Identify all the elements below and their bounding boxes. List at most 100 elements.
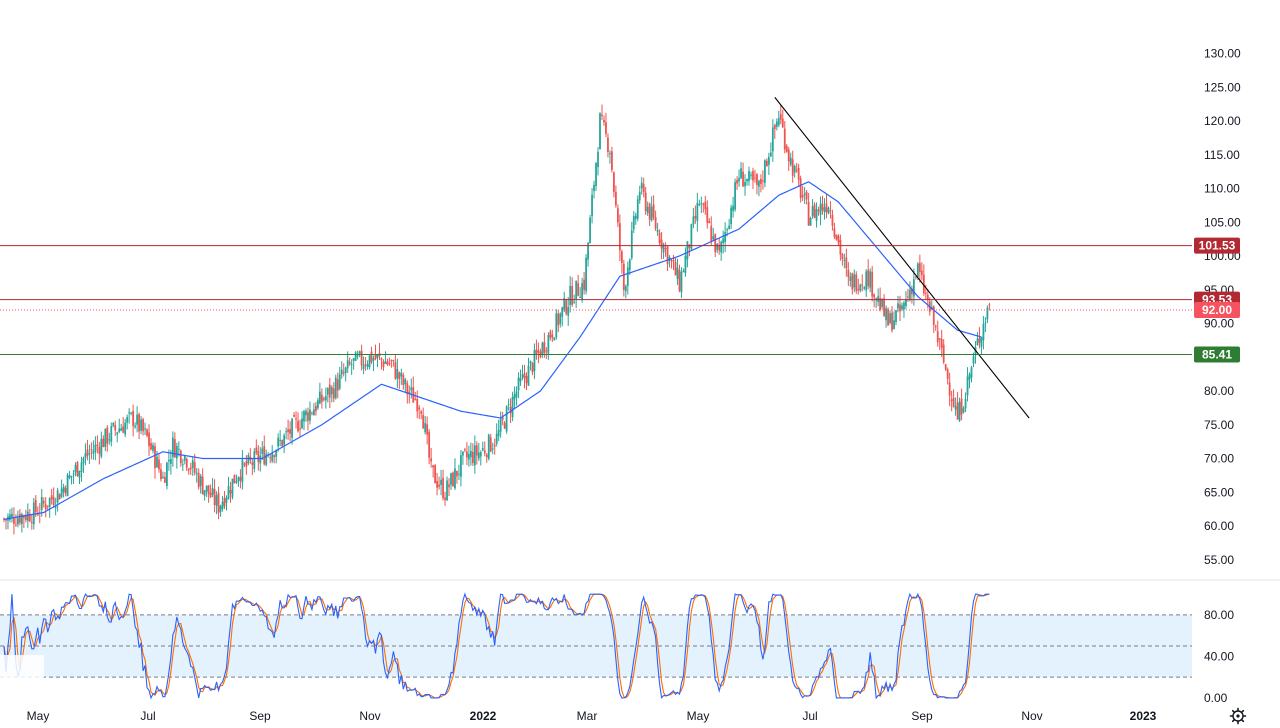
candle-body <box>682 270 685 273</box>
candle-body <box>537 350 540 353</box>
candle-body <box>585 257 587 292</box>
candle-body <box>128 412 131 414</box>
candle-body <box>940 338 943 348</box>
candle-body <box>666 246 669 265</box>
candle-body <box>698 204 701 206</box>
candle-body <box>418 407 421 410</box>
candle-body <box>859 284 862 291</box>
candle-body <box>160 469 162 480</box>
candle-body <box>189 467 192 470</box>
candle-body <box>320 394 323 402</box>
candle-body <box>607 137 609 152</box>
candle-body <box>243 463 246 465</box>
trend-line[interactable] <box>774 97 1030 419</box>
y-tick-label: 110.00 <box>1204 182 1240 196</box>
candle-body <box>5 519 7 521</box>
candle-body <box>968 374 971 380</box>
candle-body <box>549 331 552 338</box>
candle-body <box>573 301 576 303</box>
candle-body <box>62 486 65 493</box>
candle-body <box>986 307 989 320</box>
candle-body <box>289 429 291 434</box>
panel-overlay-tab[interactable] <box>0 655 44 695</box>
candle-body <box>982 323 985 341</box>
candle-body <box>787 149 790 162</box>
candle-body <box>162 476 164 478</box>
candle-body <box>366 364 369 367</box>
candle-body <box>678 269 681 291</box>
candle-body <box>68 475 71 479</box>
candle-body <box>517 377 520 391</box>
candle-body <box>795 169 798 171</box>
candle-body <box>334 377 337 399</box>
candle-body <box>100 438 103 457</box>
candle-body <box>640 182 643 189</box>
candle-body <box>696 202 699 222</box>
candle-body <box>167 459 170 462</box>
candle-body <box>656 229 659 233</box>
y-tick-label: 125.00 <box>1204 80 1241 94</box>
candle-body <box>857 288 860 291</box>
candle-body <box>285 431 288 433</box>
candle-body <box>154 446 156 469</box>
candle-body <box>613 172 615 193</box>
candle-body <box>650 206 653 221</box>
candle-body <box>905 298 907 306</box>
y-tick-label: 120.00 <box>1204 114 1241 128</box>
candle-body <box>609 153 611 155</box>
candle-body <box>169 458 172 464</box>
candle-body <box>225 497 228 503</box>
candle-body <box>797 168 800 180</box>
candle-body <box>477 452 480 459</box>
settings-icon[interactable] <box>1229 707 1247 725</box>
candle-body <box>674 261 677 276</box>
candle-body <box>932 306 935 325</box>
candle-body <box>922 274 925 294</box>
stochastic-panel[interactable] <box>0 592 1192 700</box>
candle-body <box>501 416 504 420</box>
candle-body <box>485 454 488 458</box>
candle-body <box>847 269 850 278</box>
candle-body <box>193 462 196 473</box>
candle-body <box>322 398 325 400</box>
candle-body <box>901 305 903 310</box>
candle-body <box>432 465 435 468</box>
candle-body <box>483 450 486 454</box>
y-tick-label: 130.00 <box>1204 47 1241 61</box>
candle-body <box>636 199 639 219</box>
candle-body <box>841 254 844 260</box>
candle-body <box>954 406 957 410</box>
candle-body <box>767 156 770 165</box>
candle-body <box>595 163 597 187</box>
candle-body <box>358 351 361 354</box>
candle-body <box>628 259 631 271</box>
candle-body <box>183 455 186 461</box>
x-tick-label: 2023 <box>1130 709 1157 723</box>
candle-body <box>867 269 870 287</box>
candle-body <box>879 298 882 310</box>
candles[interactable] <box>3 104 991 535</box>
candle-body <box>434 465 437 484</box>
candle-body <box>382 361 385 368</box>
candle-body <box>773 125 776 129</box>
candle-body <box>783 128 786 150</box>
candle-body <box>287 429 289 433</box>
candle-body <box>350 364 353 366</box>
candle-body <box>32 502 35 525</box>
candle-body <box>730 207 733 225</box>
candle-body <box>114 425 117 431</box>
candle-body <box>138 414 140 432</box>
candle-body <box>805 192 808 200</box>
candle-body <box>36 514 39 516</box>
stoch-y-tick: 0.00 <box>1204 691 1228 705</box>
candle-body <box>336 379 339 391</box>
candle-body <box>116 432 119 435</box>
candle-body <box>744 181 746 187</box>
candle-body <box>309 409 311 421</box>
y-tick-label: 75.00 <box>1204 418 1234 432</box>
candle-body <box>34 499 37 513</box>
candle-body <box>315 405 317 412</box>
candle-body <box>330 387 333 395</box>
candle-body <box>311 412 313 414</box>
